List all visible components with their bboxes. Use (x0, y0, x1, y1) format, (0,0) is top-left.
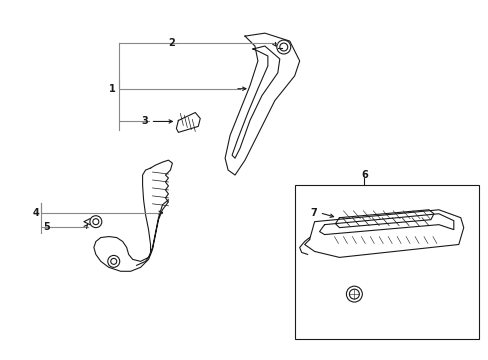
Text: 1: 1 (109, 84, 116, 94)
Text: 4: 4 (32, 208, 39, 218)
Text: 5: 5 (43, 222, 50, 231)
Text: 6: 6 (360, 170, 367, 180)
Text: 2: 2 (168, 38, 175, 48)
Bar (294, 185, 478, 339)
Text: 3: 3 (142, 116, 148, 126)
Text: 7: 7 (310, 208, 317, 218)
